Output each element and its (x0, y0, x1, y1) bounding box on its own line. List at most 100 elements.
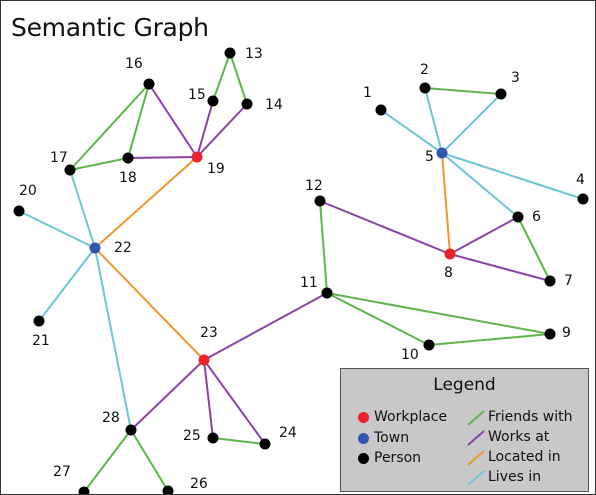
edge-works-at-18-19 (127, 156, 198, 159)
edge-friends-with-17-18 (69, 157, 129, 171)
node-28-person (125, 424, 137, 436)
node-21-person (33, 315, 45, 327)
node-label-8: 8 (444, 265, 453, 281)
node-label-9: 9 (562, 325, 571, 341)
edge-located-in-23-22 (94, 247, 205, 361)
nodes-layer (13, 47, 589, 494)
node-label-26: 26 (190, 476, 208, 492)
node-10-person (423, 339, 435, 351)
node-label-21: 21 (32, 333, 50, 349)
edge-works-at-11-23 (203, 292, 328, 361)
edge-friends-with-13-15 (212, 52, 231, 102)
edges-layer (18, 52, 584, 493)
edge-lives-in-17-22 (69, 169, 96, 249)
node-label-15: 15 (188, 87, 206, 103)
edge-lives-in-28-22 (94, 247, 132, 431)
node-8-workplace (444, 248, 456, 260)
legend-label-workplace: Workplace (374, 409, 448, 425)
node-19-workplace (191, 151, 203, 163)
node-label-2: 2 (420, 62, 429, 78)
node-7-person (544, 275, 556, 287)
node-11-person (321, 287, 333, 299)
node-6-person (512, 211, 524, 223)
legend-label-located-in: Located in (488, 449, 561, 465)
friends-with-line-icon (467, 410, 485, 426)
edge-works-at-6-8 (449, 216, 519, 255)
edge-works-at-16-19 (148, 83, 198, 158)
node-label-10: 10 (401, 347, 419, 363)
edge-works-at-12-8 (319, 200, 451, 255)
node-23-workplace (198, 354, 210, 366)
edge-lives-in-3-5 (441, 93, 502, 154)
node-25-person (207, 432, 219, 444)
legend-label-friends-with: Friends with (488, 409, 573, 425)
edge-friends-with-6-7 (517, 216, 551, 282)
edge-friends-with-16-18 (127, 83, 150, 159)
node-18-person (122, 152, 134, 164)
node-label-25: 25 (183, 428, 201, 444)
located-in-line-icon (467, 450, 485, 466)
node-label-24: 24 (279, 425, 297, 441)
lives-in-line-icon (467, 470, 485, 486)
node-label-14: 14 (265, 97, 283, 113)
node-3-person (495, 88, 507, 100)
node-label-6: 6 (532, 209, 541, 225)
edge-lives-in-6-5 (441, 152, 519, 218)
node-label-23: 23 (200, 325, 218, 341)
edge-works-at-14-19 (196, 103, 248, 158)
edge-lives-in-20-22 (18, 210, 96, 249)
node-22-town (89, 242, 101, 254)
edge-friends-with-12-11 (319, 200, 328, 294)
node-label-16: 16 (125, 56, 143, 72)
node-label-17: 17 (50, 150, 68, 166)
node-label-27: 27 (53, 464, 71, 480)
node-label-3: 3 (511, 70, 520, 86)
edge-lives-in-21-22 (38, 247, 96, 322)
edge-works-at-15-19 (196, 100, 214, 158)
legend-title: Legend (433, 375, 496, 395)
node-label-20: 20 (19, 183, 37, 199)
node-2-person (419, 82, 431, 94)
node-13-person (224, 47, 236, 59)
node-label-19: 19 (207, 161, 225, 177)
node-4-person (577, 193, 589, 205)
node-27-person (78, 486, 90, 494)
node-label-7: 7 (564, 273, 573, 289)
legend-label-person: Person (374, 450, 422, 466)
works-at-line-icon (467, 430, 485, 446)
edge-friends-with-10-9 (428, 333, 551, 346)
node-14-person (241, 98, 253, 110)
node-9-person (544, 328, 556, 340)
node-label-5: 5 (425, 149, 434, 165)
edge-lives-in-4-5 (441, 152, 584, 200)
legend-box: Legend Workplace Town Person Friends wit… (340, 368, 589, 492)
node-16-person (143, 78, 155, 90)
node-24-person (259, 438, 271, 450)
edge-located-in-19-22 (94, 156, 198, 249)
edge-friends-with-11-9 (326, 292, 551, 335)
node-12-person (314, 195, 326, 207)
node-label-12: 12 (305, 178, 323, 194)
town-dot-icon (358, 433, 369, 444)
workplace-dot-icon (358, 412, 369, 423)
node-26-person (162, 485, 174, 494)
edge-friends-with-2-3 (424, 87, 502, 95)
edge-friends-with-16-17 (69, 83, 150, 171)
legend-label-town: Town (374, 430, 410, 446)
edge-located-in-8-5 (441, 152, 451, 255)
edge-friends-with-13-14 (229, 52, 248, 105)
edge-friends-with-28-26 (130, 429, 169, 492)
edge-works-at-25-23 (203, 359, 214, 439)
edge-works-at-28-23 (130, 359, 205, 431)
node-1-person (375, 104, 387, 116)
node-label-4: 4 (576, 172, 585, 188)
node-label-18: 18 (119, 170, 137, 186)
node-label-11: 11 (300, 275, 318, 291)
edge-works-at-24-23 (203, 359, 266, 445)
node-label-1: 1 (363, 85, 372, 101)
labels-layer: 12 34567891011121314151617181920212223242… (19, 46, 585, 492)
node-15-person (207, 95, 219, 107)
node-5-town (436, 147, 448, 159)
legend-label-works-at: Works at (488, 429, 550, 445)
